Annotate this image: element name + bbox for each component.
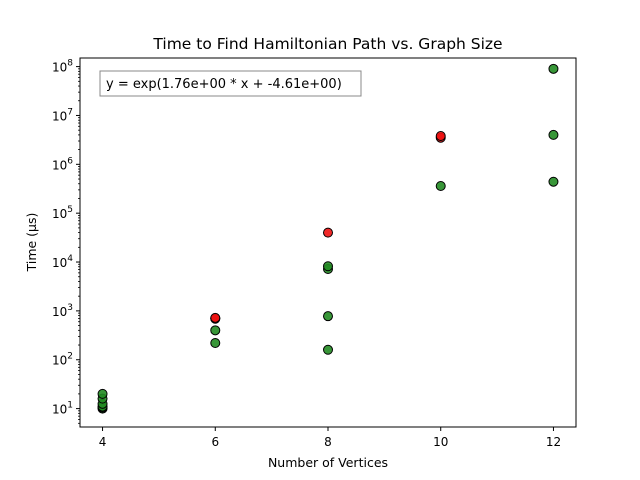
- x-tick-label: 8: [324, 435, 332, 449]
- x-axis-label: Number of Vertices: [268, 455, 388, 470]
- green-data-point: [210, 325, 221, 336]
- y-tick-label: 102: [52, 352, 73, 368]
- green-data-point: [548, 176, 559, 187]
- plot-frame: [79, 57, 577, 428]
- equation-box: y = exp(1.76e+00 * x + -4.61e+00): [99, 70, 362, 97]
- y-axis-label: Time (µs): [24, 213, 39, 273]
- red-data-point: [323, 227, 333, 238]
- equation-box-border: [99, 70, 362, 97]
- y-tick-label: 108: [52, 59, 73, 75]
- x-tick-label: 12: [546, 435, 561, 449]
- y-tick-label: 104: [52, 254, 73, 270]
- green-data-point: [548, 63, 559, 74]
- red-data-point: [210, 312, 221, 323]
- x-tick-label: 6: [211, 435, 219, 449]
- chart-title: Time to Find Hamiltonian Path vs. Graph …: [152, 35, 502, 53]
- green-data-point: [323, 344, 333, 355]
- green-data-point: [97, 388, 108, 399]
- x-axis: 4 6 8 10 12: [99, 427, 561, 449]
- y-tick-label: 106: [52, 156, 73, 172]
- equation-text: y = exp(1.76e+00 * x + -4.61e+00): [106, 77, 342, 92]
- y-tick-label: 107: [52, 107, 73, 123]
- y-tick-label: 105: [52, 205, 73, 221]
- data-points: [97, 63, 559, 414]
- green-data-point: [323, 261, 333, 272]
- x-tick-label: 4: [99, 435, 107, 449]
- x-tick-label: 10: [433, 435, 448, 449]
- y-axis: 101 102 103 104 105 106 107 108: [52, 59, 80, 424]
- red-data-point: [435, 130, 446, 141]
- green-data-point: [323, 311, 333, 322]
- green-data-point: [435, 180, 446, 191]
- green-data-point: [210, 338, 221, 349]
- y-tick-label: 103: [52, 303, 73, 319]
- y-tick-label: 101: [52, 401, 73, 417]
- green-data-point: [548, 129, 559, 140]
- plot-area: [79, 57, 577, 428]
